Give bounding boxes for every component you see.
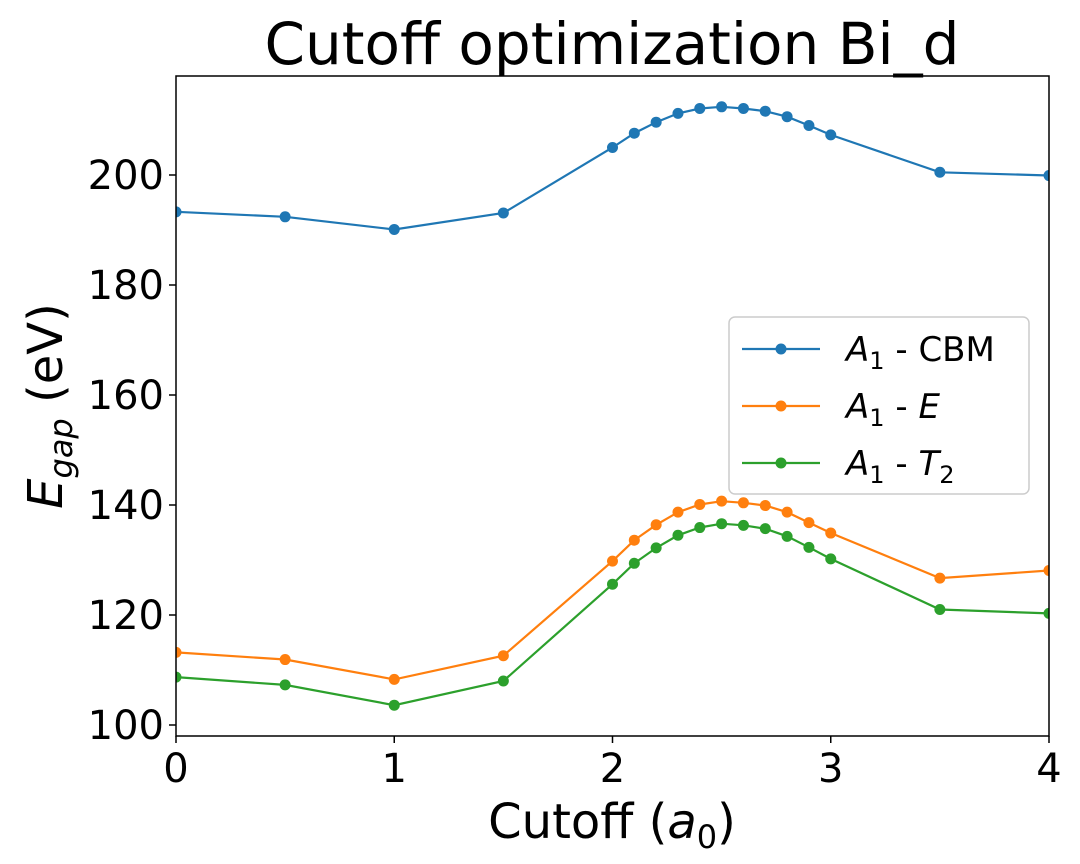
y-tick-label: 120 — [88, 593, 164, 639]
data-point — [803, 541, 815, 553]
legend: A1 - CBM A1 - E A1 - T2 — [728, 316, 1030, 495]
data-point — [737, 497, 749, 509]
data-point — [279, 679, 291, 691]
data-point — [628, 557, 640, 569]
data-point — [176, 671, 182, 683]
x-tick-label: 4 — [1036, 746, 1061, 792]
data-point — [607, 142, 618, 153]
x-tick-label: 0 — [163, 746, 188, 792]
data-point — [497, 207, 509, 219]
legend-item: A1 - T2 — [742, 444, 955, 489]
x-tick-label: 1 — [382, 746, 407, 792]
x-axis-label: Cutoff (a0) — [488, 794, 736, 856]
data-point — [650, 542, 662, 554]
legend-frame — [728, 316, 1030, 495]
y-tick-label: 200 — [88, 153, 164, 199]
series-0 — [176, 101, 1049, 235]
legend-label: A1 - T2 — [844, 444, 955, 489]
data-point — [803, 120, 815, 131]
data-point — [628, 127, 640, 139]
data-point — [279, 654, 291, 666]
series-2 — [176, 518, 1049, 711]
x-tick-label: 3 — [818, 746, 843, 792]
x-axis-label-prefix: Cutoff ( — [488, 794, 667, 850]
data-point — [279, 211, 291, 223]
data-point — [650, 116, 662, 128]
x-axis-label-sub: 0 — [697, 818, 717, 856]
data-point — [650, 519, 662, 531]
chart-title: Cutoff optimization Bi_d — [265, 10, 960, 78]
legend-item: A1 - E — [742, 387, 940, 432]
legend-label: A1 - CBM — [844, 330, 995, 375]
y-tick-label: 160 — [88, 373, 164, 419]
y-axis-label-suffix: (eV) — [18, 303, 74, 418]
data-point — [628, 534, 640, 546]
data-point — [716, 495, 728, 507]
legend-item: A1 - CBM — [742, 330, 995, 375]
data-point — [1043, 170, 1049, 182]
axis-ticks: 0 1 2 3 4 100 120 140 160 180 200 — [88, 153, 1062, 792]
data-point — [759, 500, 771, 512]
data-point — [694, 102, 706, 114]
y-axis-label: Egap (eV) — [18, 303, 80, 509]
data-point — [176, 646, 182, 658]
legend-marker — [775, 343, 787, 355]
data-point — [759, 105, 771, 117]
series-1 — [176, 495, 1049, 685]
y-axis-label-sub: gap — [42, 418, 80, 478]
data-point — [934, 572, 946, 584]
data-point — [737, 102, 749, 114]
plot-area — [176, 101, 1049, 711]
x-tick-label: 2 — [600, 746, 625, 792]
data-point — [716, 518, 728, 530]
data-point — [737, 519, 749, 531]
data-point — [497, 650, 509, 662]
data-point — [388, 699, 400, 711]
data-point — [781, 111, 793, 123]
data-point — [716, 101, 728, 113]
data-point — [176, 206, 182, 218]
data-point — [781, 506, 793, 518]
data-point — [497, 675, 509, 687]
legend-label: A1 - E — [844, 387, 940, 432]
data-point — [388, 673, 400, 685]
data-point — [694, 498, 706, 510]
x-axis-label-var: a — [667, 794, 696, 850]
y-tick-label: 100 — [88, 703, 164, 749]
data-point — [825, 527, 837, 539]
data-point — [388, 223, 400, 235]
data-point — [934, 604, 946, 615]
data-point — [672, 529, 684, 541]
data-point — [934, 166, 946, 178]
y-tick-label: 180 — [88, 263, 164, 309]
data-point — [672, 506, 684, 518]
legend-marker — [775, 400, 787, 412]
data-point — [1043, 564, 1049, 576]
data-point — [781, 530, 793, 542]
data-point — [1043, 607, 1049, 619]
data-point — [759, 523, 771, 535]
data-point — [803, 517, 815, 529]
legend-marker — [775, 457, 787, 469]
y-tick-label: 140 — [88, 483, 164, 529]
data-point — [672, 107, 684, 119]
data-point — [694, 522, 706, 534]
data-point — [825, 553, 837, 565]
data-point — [825, 129, 837, 141]
data-point — [607, 555, 618, 567]
data-point — [607, 578, 618, 590]
y-axis-label-var: E — [18, 478, 74, 509]
x-axis-label-suffix: ) — [717, 794, 736, 850]
